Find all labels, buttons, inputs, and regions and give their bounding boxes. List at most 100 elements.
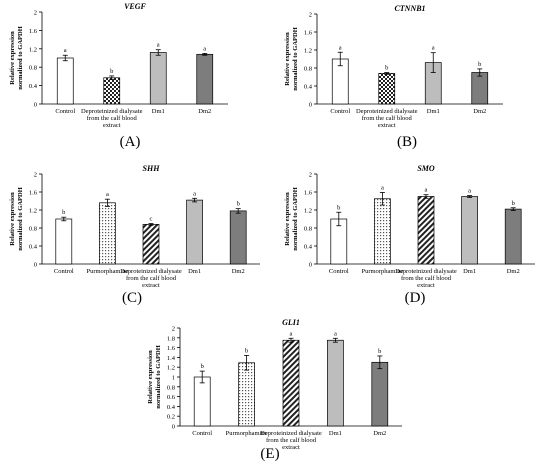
bar [282, 339, 300, 427]
bar [196, 53, 214, 105]
y-tick-label: 1.2 [167, 365, 175, 372]
category-label: Purmorphamine [86, 268, 128, 275]
category-label: Control [329, 268, 349, 275]
chart-svg-d: 0 0.4 0.8 1.2 1.6 2 Relative expressionnormali… [284, 164, 535, 289]
y-tick-label: 0 [34, 262, 37, 269]
significance-letter: a [468, 188, 471, 195]
category-label: Deproteinized dialysate from the calf blo… [395, 268, 457, 289]
y-tick-label: 1.2 [29, 208, 37, 215]
category-label: Control [192, 430, 212, 437]
category-label: Dm2 [507, 268, 520, 275]
chart-title: GLI1 [282, 318, 300, 327]
y-tick-label: 0.8 [167, 384, 175, 391]
significance-letter: a [106, 191, 109, 198]
y-tick-label: 0.8 [29, 226, 37, 233]
panel-label-a: (A) [119, 134, 141, 150]
chart-panel-b: 0 0.4 0.8 1.2 1.6 2 Relative expressionnormali… [275, 0, 550, 160]
bar [327, 339, 344, 427]
chart-panel-d: 0 0.4 0.8 1.2 1.6 2 Relative expressionnormali… [275, 160, 550, 312]
chart-title: SMO [417, 164, 435, 173]
panel-label-b: (B) [397, 134, 417, 150]
category-label: Deproteinized dialysate from the calf blo… [356, 108, 418, 129]
bar [238, 362, 255, 427]
y-tick-label: 2 [172, 326, 175, 333]
y-tick-label: 2 [309, 12, 312, 19]
significance-letter: a [334, 330, 337, 337]
bar [378, 73, 396, 105]
y-tick-label: 1.2 [29, 46, 37, 53]
category-label: Dm1 [427, 108, 440, 115]
significance-letter: b [62, 209, 65, 216]
bar [149, 52, 167, 105]
chart-title: VEGF [124, 2, 146, 11]
category-label: Control [54, 268, 74, 275]
panel-label-e: (E) [260, 446, 280, 462]
y-tick-label: 0.4 [304, 84, 313, 91]
y-tick-label: 2 [34, 172, 37, 179]
bar [471, 72, 489, 105]
significance-letter: a [290, 330, 293, 337]
category-label: Deproteinized dialysate from the calf blo… [81, 108, 143, 129]
y-tick-label: 1.6 [29, 190, 38, 197]
significance-letter: b [385, 65, 388, 72]
category-label: Purmorphamine [361, 268, 403, 275]
significance-letter: b [512, 200, 515, 207]
y-tick-label: 0 [309, 102, 312, 109]
chart-svg-a: 0 0.4 0.8 1.2 1.6 2 Relative expressionnormali… [9, 2, 228, 129]
chart-svg-c: 0 0.4 0.8 1.2 1.6 2 Relative expressionnormali… [9, 164, 260, 289]
bar [417, 196, 435, 265]
chart-svg-b: 0 0.4 0.8 1.2 1.6 2 Relative expressionnormali… [284, 4, 503, 129]
category-label: Dm1 [463, 268, 476, 275]
category-label: Dm1 [188, 268, 201, 275]
significance-letter: b [478, 61, 481, 68]
y-tick-label: 1.4 [167, 355, 176, 362]
chart-panel-e: 0 0.2 0.4 0.6 0.8 1 1.2 1.4 1.6 1.8 2 Relative expr… [140, 312, 415, 468]
chart-panel-a: 0 0.4 0.8 1.2 1.6 2 Relative expressionnormali… [0, 0, 275, 160]
significance-letter: a [381, 184, 384, 191]
panel-label-c: (C) [122, 290, 142, 306]
chart-title: CTNNB1 [394, 4, 425, 13]
y-tick-label: 0.8 [29, 65, 37, 72]
y-tick-label: 0.4 [29, 244, 38, 251]
y-tick-label: 0.8 [304, 226, 312, 233]
category-label: Dm2 [473, 108, 486, 115]
bar [55, 218, 73, 265]
category-label: Dm2 [232, 268, 245, 275]
y-axis-label: Relative expressionnormalized to GAPDH [147, 345, 162, 409]
category-label: Dm2 [198, 108, 211, 115]
y-tick-label: 1.8 [167, 335, 175, 342]
significance-letter: c [150, 216, 153, 223]
y-tick-label: 0.6 [167, 394, 176, 401]
significance-letter: b [110, 68, 113, 75]
y-tick-label: 0.8 [304, 66, 312, 73]
chart-panel-c: 0 0.4 0.8 1.2 1.6 2 Relative expressionnormali… [0, 160, 275, 312]
category-label: Deproteinized dialysate from the calf blo… [260, 430, 322, 451]
y-tick-label: 2 [309, 172, 312, 179]
category-label: Dm1 [329, 430, 342, 437]
y-tick-label: 0.4 [304, 244, 313, 251]
bar [103, 77, 121, 105]
y-tick-label: 0.2 [167, 414, 175, 421]
y-tick-label: 1.6 [29, 28, 38, 35]
bar [142, 224, 160, 265]
chart-title: SHH [143, 164, 161, 173]
y-axis-label: Relative expressionnormalized to GAPDH [9, 26, 24, 90]
y-tick-label: 1.2 [304, 48, 312, 55]
bar [56, 57, 74, 105]
y-axis-label: Relative expressionnormalized to GAPDH [284, 187, 299, 251]
y-axis-label: Relative expressionnormalized to GAPDH [9, 187, 24, 251]
y-tick-label: 2 [34, 10, 37, 17]
y-tick-label: 1.6 [304, 190, 313, 197]
category-label: Purmorphamine [226, 430, 268, 437]
bar [461, 196, 478, 265]
bar [504, 208, 522, 265]
bar [99, 202, 116, 265]
y-tick-label: 0 [309, 262, 312, 269]
significance-letter: b [378, 348, 381, 355]
y-tick-label: 0 [34, 102, 37, 109]
bar [186, 199, 203, 265]
bar [229, 210, 247, 265]
significance-letter: a [193, 190, 196, 197]
significance-letter: a [339, 44, 342, 51]
panel-label-d: (D) [404, 290, 426, 306]
